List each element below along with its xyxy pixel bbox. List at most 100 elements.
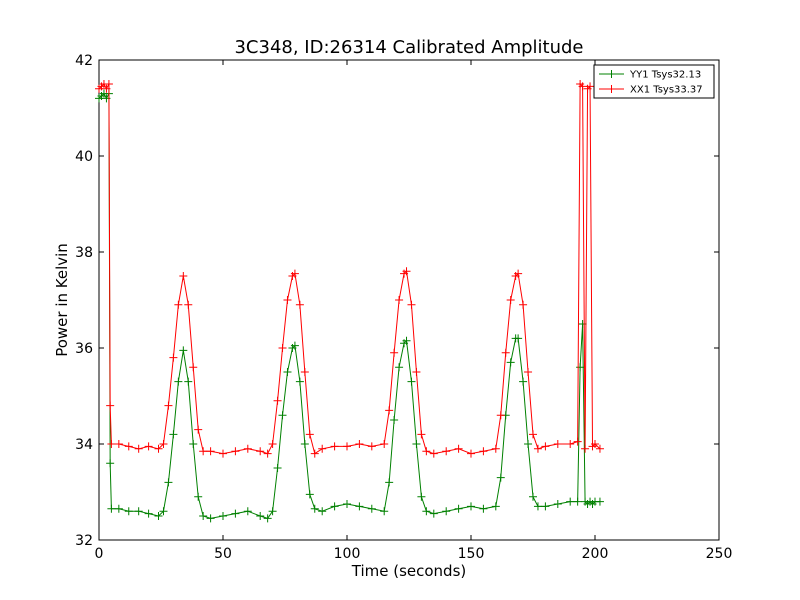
data-point: [169, 353, 178, 362]
data-point: [278, 344, 287, 352]
data-point: [422, 447, 431, 456]
y-tick-label: 32: [75, 533, 93, 549]
data-point: [524, 440, 533, 448]
data-point: [581, 444, 590, 453]
data-point: [417, 492, 426, 501]
data-point: [184, 377, 193, 386]
data-point: [179, 272, 188, 280]
data-point: [380, 507, 389, 516]
data-point: [268, 440, 277, 448]
data-point: [407, 300, 416, 309]
data-point: [402, 267, 411, 276]
data-point: [385, 478, 394, 487]
data-point: [491, 502, 500, 511]
data-point: [159, 507, 168, 516]
data-point: [159, 440, 168, 448]
x-tick-label: 100: [334, 546, 361, 562]
data-point: [496, 473, 505, 482]
data-point: [573, 437, 582, 446]
data-point: [402, 336, 411, 345]
data-point: [576, 363, 585, 372]
legend-marker: [607, 85, 616, 93]
data-point: [179, 346, 188, 355]
data-point: [533, 444, 542, 453]
data-point: [514, 334, 523, 343]
y-tick-label: 36: [75, 341, 93, 357]
data-point: [310, 504, 319, 513]
data-point: [283, 296, 292, 304]
plot-area: [98, 59, 720, 541]
data-point: [479, 504, 488, 513]
data-point: [290, 341, 299, 350]
data-point: [566, 440, 575, 448]
data-point: [174, 300, 183, 309]
data-point: [343, 500, 351, 508]
data-point: [496, 411, 505, 420]
legend: YY1 Tsys32.13 XX1 Tsys33.37: [593, 64, 715, 99]
data-point: [519, 300, 528, 309]
data-point: [154, 512, 163, 520]
data-point: [429, 449, 438, 458]
legend-item: XX1 Tsys33.37: [599, 85, 703, 96]
data-point: [524, 368, 533, 376]
legend-label: XX1 Tsys33.37: [630, 85, 703, 96]
data-point: [390, 348, 399, 357]
data-point: [442, 447, 451, 456]
data-point: [467, 449, 475, 458]
data-point: [385, 406, 394, 415]
data-point: [395, 363, 404, 372]
data-point: [184, 300, 193, 309]
data-point: [164, 401, 173, 410]
data-layer: [95, 80, 604, 523]
data-point: [412, 368, 421, 376]
data-point: [124, 442, 133, 451]
data-point: [300, 440, 309, 448]
x-tick-label: 0: [95, 546, 104, 562]
data-point: [194, 425, 203, 434]
data-point: [395, 296, 404, 304]
data-point: [295, 300, 304, 309]
data-point: [586, 82, 595, 91]
data-point: [591, 440, 599, 448]
data-point: [454, 504, 463, 513]
data-point: [578, 320, 587, 328]
data-point: [330, 502, 339, 511]
data-point: [506, 358, 515, 367]
data-point: [491, 444, 500, 453]
data-point: [390, 416, 399, 424]
y-tick-label: 34: [75, 437, 93, 453]
y-axis-title: Power in Kelvin: [53, 243, 71, 357]
data-point: [442, 507, 451, 516]
data-point: [164, 478, 173, 487]
data-point: [102, 84, 111, 93]
x-tick-label: 200: [582, 546, 609, 562]
data-point: [330, 442, 339, 451]
data-point: [283, 368, 292, 376]
data-point: [114, 440, 123, 448]
data-point: [174, 377, 183, 386]
data-point: [305, 430, 314, 439]
x-tick-label: 50: [214, 546, 232, 562]
data-point: [107, 440, 116, 448]
data-point: [144, 442, 153, 451]
data-point: [107, 504, 116, 513]
data-point: [300, 368, 309, 376]
data-point: [263, 449, 272, 458]
y-tick-label: 42: [75, 53, 93, 69]
data-point: [595, 497, 604, 506]
data-point: [124, 507, 133, 516]
y-tick-label: 38: [75, 245, 93, 261]
data-point: [290, 269, 299, 278]
data-point: [355, 440, 364, 448]
data-point: [422, 507, 431, 516]
data-point: [578, 82, 587, 91]
data-point: [529, 430, 537, 439]
data-point: [367, 442, 376, 451]
x-tick-label: 250: [706, 546, 733, 562]
data-point: [417, 430, 426, 439]
data-point: [154, 444, 163, 453]
data-point: [295, 377, 304, 386]
data-point: [256, 512, 265, 520]
data-point: [231, 447, 240, 456]
